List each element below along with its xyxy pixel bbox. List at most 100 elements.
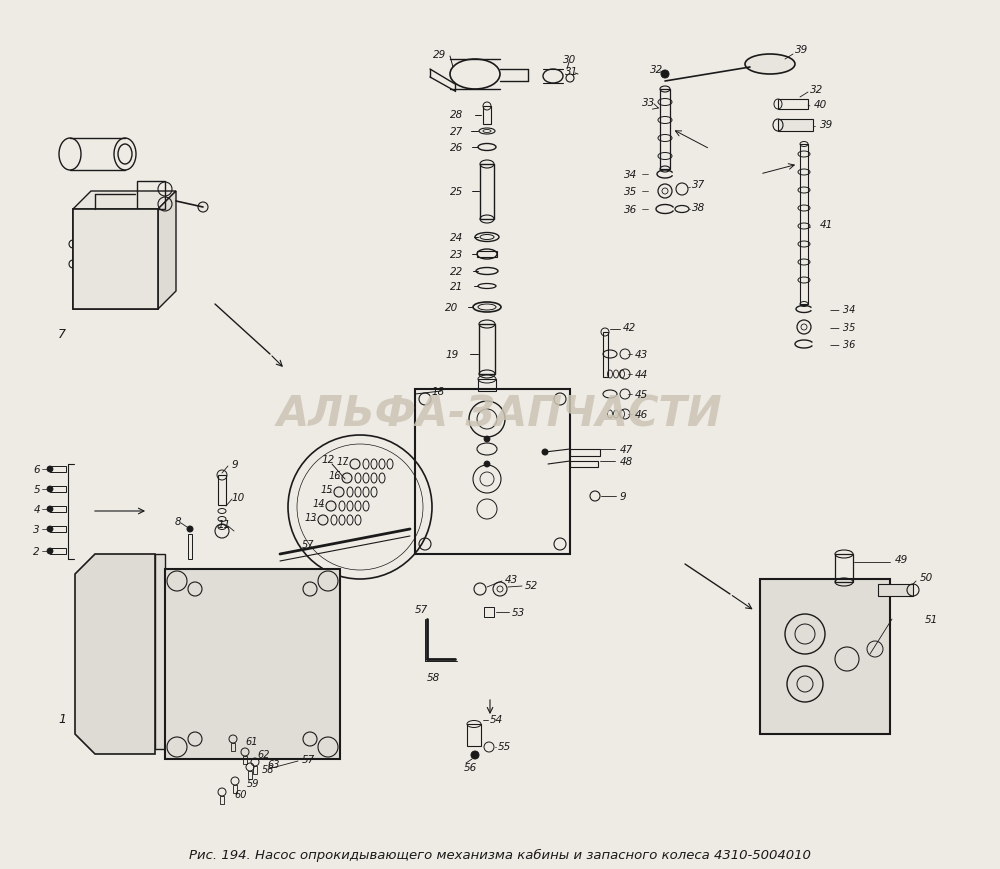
- Circle shape: [334, 488, 344, 497]
- Text: АЛЬФА-ЗАПЧАСТИ: АЛЬФА-ЗАПЧАСТИ: [277, 394, 723, 435]
- Bar: [231, 743, 235, 751]
- Circle shape: [187, 527, 193, 533]
- Bar: [137, 182, 165, 209]
- Bar: [603, 333, 608, 377]
- Bar: [218, 475, 226, 506]
- Bar: [415, 389, 570, 554]
- Text: 42: 42: [623, 322, 636, 333]
- Text: — 35: — 35: [830, 322, 855, 333]
- Text: 25: 25: [450, 187, 463, 196]
- Text: 32: 32: [650, 65, 663, 75]
- Bar: [50, 467, 66, 473]
- Text: 1: 1: [58, 713, 66, 726]
- Circle shape: [471, 751, 479, 760]
- Text: 13: 13: [305, 513, 318, 522]
- Circle shape: [198, 202, 208, 213]
- Bar: [188, 534, 192, 560]
- Text: 39: 39: [795, 45, 808, 55]
- Text: 17: 17: [337, 456, 350, 467]
- Circle shape: [326, 501, 336, 512]
- Text: 3: 3: [33, 524, 40, 534]
- Bar: [479, 325, 495, 375]
- Circle shape: [661, 71, 669, 79]
- Bar: [660, 90, 670, 169]
- Text: 2: 2: [33, 547, 40, 556]
- Circle shape: [318, 515, 328, 526]
- Bar: [778, 120, 813, 132]
- Text: 4: 4: [33, 504, 40, 514]
- Circle shape: [484, 461, 490, 468]
- Text: 49: 49: [895, 554, 908, 564]
- Text: 23: 23: [450, 249, 463, 260]
- Text: 44: 44: [635, 369, 648, 380]
- Bar: [243, 756, 247, 764]
- Text: 57: 57: [302, 540, 314, 549]
- Text: 61: 61: [245, 736, 258, 746]
- Bar: [570, 449, 600, 456]
- Text: 29: 29: [433, 50, 446, 60]
- Text: Рис. 194. Насос опрокидывающего механизма кабины и запасного колеса 4310-5004010: Рис. 194. Насос опрокидывающего механизм…: [189, 847, 811, 860]
- Text: 57: 57: [302, 754, 315, 764]
- Bar: [50, 487, 66, 493]
- Text: 46: 46: [635, 409, 648, 420]
- Text: 24: 24: [450, 233, 463, 242]
- Bar: [50, 507, 66, 513]
- Text: 12: 12: [322, 454, 335, 464]
- Bar: [248, 771, 252, 779]
- Text: 33: 33: [642, 98, 655, 108]
- Text: — 36: — 36: [830, 340, 855, 349]
- Text: 56: 56: [464, 762, 477, 773]
- Text: 19: 19: [445, 349, 458, 360]
- Text: 62: 62: [257, 749, 270, 760]
- Bar: [50, 548, 66, 554]
- Bar: [478, 380, 496, 392]
- Bar: [155, 554, 165, 749]
- Circle shape: [47, 487, 53, 493]
- Text: 37: 37: [692, 180, 705, 189]
- Text: 18: 18: [432, 387, 445, 396]
- Bar: [73, 209, 158, 309]
- Bar: [570, 461, 598, 468]
- Bar: [165, 569, 340, 760]
- Text: 21: 21: [450, 282, 463, 292]
- Bar: [480, 165, 494, 220]
- Circle shape: [47, 467, 53, 473]
- Text: 20: 20: [445, 302, 458, 313]
- Circle shape: [350, 460, 360, 469]
- Text: 48: 48: [620, 456, 633, 467]
- Bar: [50, 527, 66, 533]
- Text: 43: 43: [635, 349, 648, 360]
- Text: 39: 39: [820, 120, 833, 129]
- Text: 28: 28: [450, 109, 463, 120]
- Text: 59: 59: [247, 778, 260, 788]
- Text: 27: 27: [450, 127, 463, 136]
- Circle shape: [47, 527, 53, 533]
- Text: 32: 32: [810, 85, 823, 95]
- Text: 52: 52: [525, 580, 538, 590]
- Circle shape: [342, 474, 352, 483]
- Bar: [484, 607, 494, 617]
- Text: 16: 16: [329, 470, 342, 481]
- Text: 60: 60: [234, 789, 246, 799]
- Text: 54: 54: [490, 714, 503, 724]
- Circle shape: [47, 548, 53, 554]
- Text: 5: 5: [33, 484, 40, 494]
- Text: 41: 41: [820, 220, 833, 229]
- Text: 34: 34: [624, 169, 637, 180]
- Circle shape: [542, 449, 548, 455]
- Text: 45: 45: [635, 389, 648, 400]
- Bar: [253, 766, 257, 774]
- Text: 10: 10: [232, 493, 245, 502]
- Bar: [477, 252, 497, 258]
- Bar: [233, 785, 237, 793]
- Text: 38: 38: [692, 202, 705, 213]
- Text: 58: 58: [427, 673, 440, 682]
- Text: 30: 30: [563, 55, 576, 65]
- Text: 6: 6: [33, 464, 40, 474]
- Ellipse shape: [745, 55, 795, 75]
- Text: 14: 14: [313, 499, 326, 508]
- Text: 9: 9: [620, 492, 627, 501]
- Text: 40: 40: [814, 100, 827, 109]
- Text: 58: 58: [262, 764, 274, 774]
- Text: — 34: — 34: [830, 305, 855, 315]
